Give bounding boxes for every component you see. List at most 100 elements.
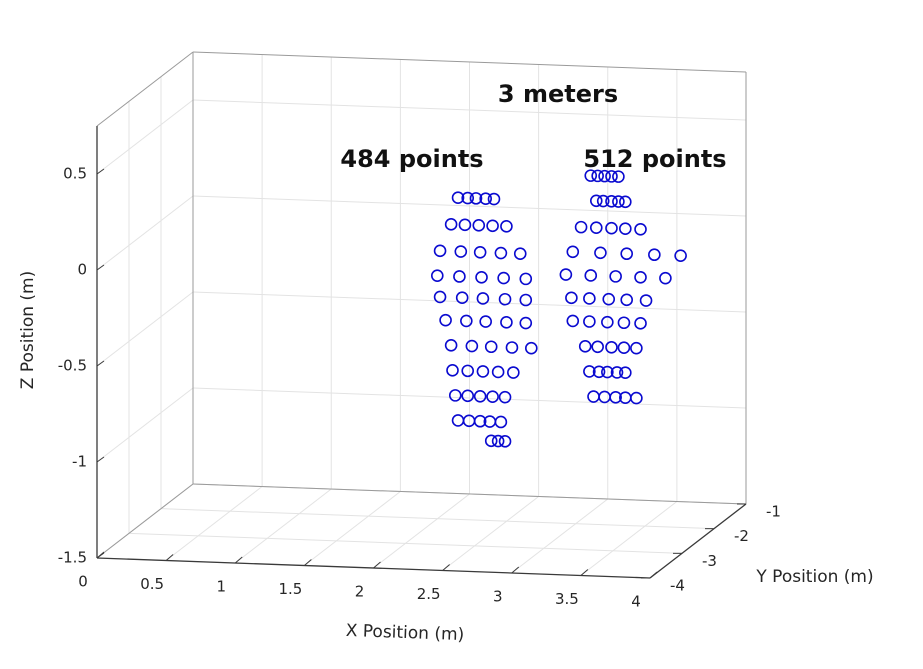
x-axis-label: X Position (m) (345, 621, 464, 645)
z-tick-label: 0 (77, 261, 87, 279)
x-tick-label: 2 (355, 583, 365, 601)
y-tick-label: -2 (734, 527, 749, 545)
point (484, 434, 498, 448)
grid-line (192, 387, 747, 409)
annotation: 512 points (583, 145, 726, 173)
point (583, 292, 596, 305)
point (605, 221, 618, 235)
point (617, 341, 631, 355)
point (498, 292, 512, 306)
x-tick-label: 1 (216, 578, 226, 596)
point (598, 169, 611, 183)
grid-line (234, 488, 332, 564)
point (610, 366, 624, 379)
z-tick (96, 264, 105, 271)
grid-line (442, 496, 539, 571)
x-tick-label: 0 (78, 573, 88, 591)
point (461, 389, 475, 403)
point (634, 317, 647, 330)
point (620, 293, 634, 307)
point (451, 191, 465, 205)
grid-line (192, 195, 747, 217)
point (476, 292, 490, 305)
point (498, 435, 512, 448)
z-tick-label: -0.5 (58, 357, 87, 375)
point (634, 270, 647, 284)
point (589, 194, 603, 208)
point (619, 366, 632, 380)
point (448, 389, 462, 402)
grid-line (96, 291, 194, 367)
y-tick-label: -1 (766, 503, 781, 521)
point (565, 291, 578, 305)
point (453, 270, 466, 283)
point (487, 192, 501, 206)
grid-line (304, 491, 401, 566)
point (458, 218, 472, 232)
grid-line (511, 498, 609, 574)
axes: -1.5 -1 -0.5 0 0.5 0 0.5 1 1.5 2 2.5 3 3.5 4 -4 -3 -2 -1 (58, 51, 781, 611)
point (596, 194, 610, 208)
x-tick (511, 566, 520, 574)
z-tick (96, 360, 105, 367)
point (566, 314, 580, 328)
point (473, 245, 487, 259)
point (444, 218, 458, 231)
point (433, 290, 447, 304)
point (494, 415, 508, 429)
point (433, 244, 447, 258)
point (594, 246, 607, 260)
point (479, 315, 492, 328)
point (513, 247, 527, 261)
x-tick-label: 0.5 (140, 575, 164, 593)
point (494, 246, 508, 260)
x-tick-label: 1.5 (278, 580, 302, 598)
grid-line (192, 99, 747, 121)
point (591, 169, 604, 183)
grid-line (96, 195, 194, 271)
point (620, 247, 634, 261)
point (500, 316, 513, 329)
point (439, 313, 452, 327)
point (491, 434, 505, 448)
point (461, 364, 475, 378)
point (475, 270, 488, 284)
point (519, 316, 533, 330)
point (659, 271, 672, 285)
point (473, 389, 487, 403)
annotation: 3 meters (498, 80, 618, 108)
point (634, 222, 647, 236)
point (465, 339, 479, 353)
point (630, 341, 643, 355)
point (605, 195, 618, 208)
point (630, 391, 643, 405)
box-edge (96, 51, 194, 127)
x-tick-label: 2.5 (417, 585, 441, 603)
x-tick (373, 561, 381, 569)
point (430, 269, 444, 282)
point (484, 340, 498, 354)
point (612, 170, 625, 183)
point (497, 271, 510, 285)
x-tick (234, 556, 243, 564)
grid (96, 52, 747, 579)
point (444, 339, 458, 352)
point (619, 222, 632, 236)
point (619, 195, 632, 209)
y-tick-label: -3 (702, 552, 717, 570)
point (469, 192, 483, 205)
point (584, 269, 598, 282)
grid-line (165, 486, 263, 561)
point (583, 365, 596, 378)
x-tick (304, 559, 312, 566)
point (491, 365, 505, 379)
point (505, 341, 519, 354)
point (609, 391, 622, 404)
box-edge (192, 483, 747, 505)
z-tick-label: 0.5 (63, 165, 87, 183)
grid-line (96, 387, 194, 463)
z-axis-label: Z Position (m) (18, 271, 38, 389)
point (574, 220, 588, 234)
point (479, 192, 492, 206)
